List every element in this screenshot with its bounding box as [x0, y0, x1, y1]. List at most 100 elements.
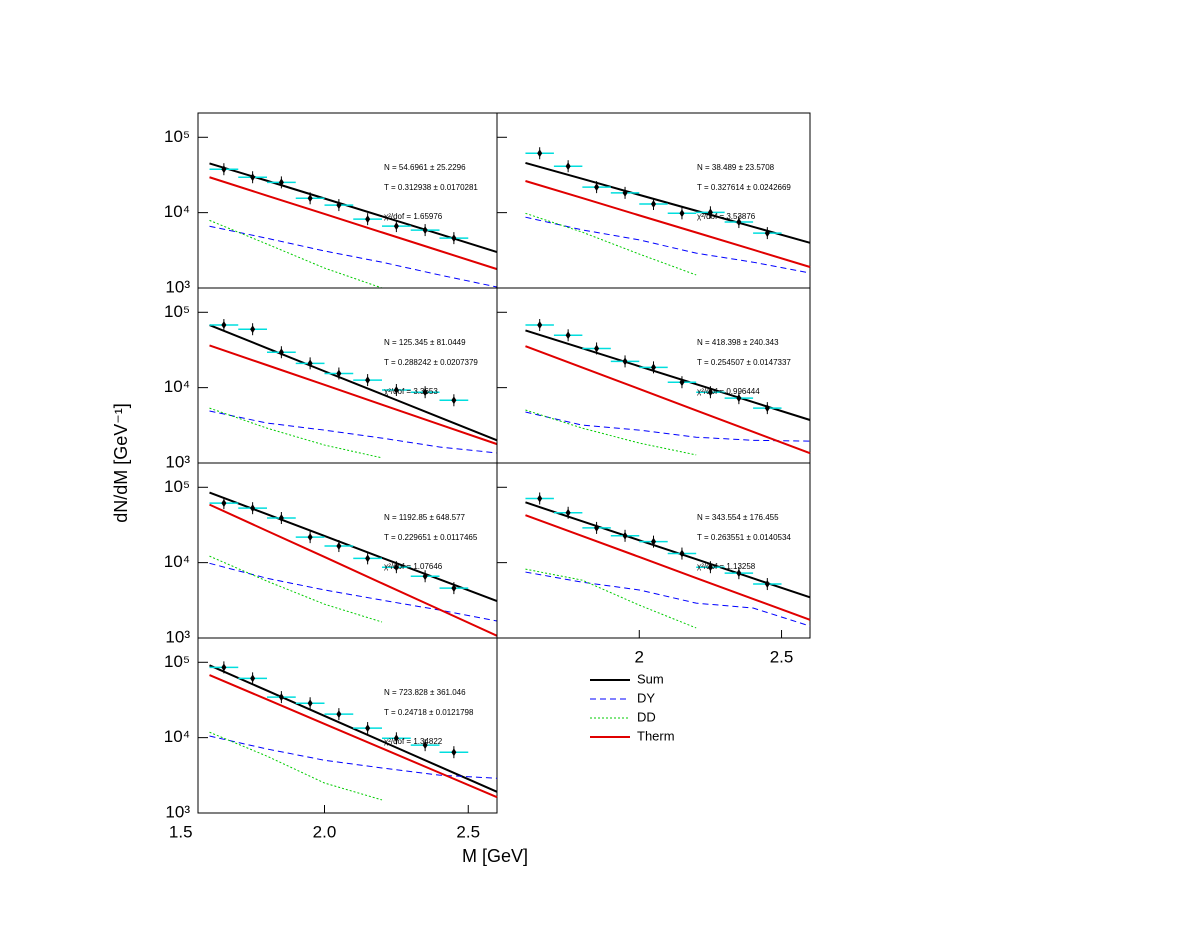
data-point: [250, 325, 256, 334]
data-point: [278, 693, 284, 702]
y-tick-label: 10³: [165, 452, 190, 471]
data-point: [451, 584, 457, 593]
data-point: [250, 504, 256, 513]
fit-n: N = 38.489 ± 23.5708: [697, 163, 775, 172]
y-tick-label: 10⁵: [164, 302, 190, 321]
data-point: [422, 226, 428, 235]
data-point: [221, 663, 227, 672]
fit-n: N = 343.554 ± 176.455: [697, 513, 779, 522]
curve-therm: [209, 503, 498, 637]
y-tick-label: 10⁵: [164, 652, 190, 671]
curve-therm: [525, 180, 811, 268]
data-point: [622, 188, 628, 197]
data-point: [736, 569, 742, 578]
data-point: [221, 165, 227, 174]
fit-t: T = 0.254507 ± 0.0147337: [697, 358, 791, 367]
data-point: [594, 344, 600, 353]
data-point: [537, 321, 543, 330]
curve-therm: [209, 344, 498, 446]
curve-dy: [525, 411, 811, 442]
fit-n: N = 418.398 ± 240.343: [697, 338, 779, 347]
data-point: [707, 388, 713, 397]
legend-label: DY: [637, 690, 655, 705]
fit-chi2: χ²/dof = 1.07646: [384, 562, 443, 571]
x-tick-label: 2.5: [770, 647, 794, 666]
legend-label: Sum: [637, 671, 664, 686]
fit-t: T = 0.24718 ± 0.0121798: [384, 708, 474, 717]
data-point: [736, 394, 742, 403]
curve-therm: [525, 514, 811, 621]
fit-chi2: χ²/dof = 3.53876: [697, 212, 756, 221]
data-point: [336, 369, 342, 378]
curve-dd: [525, 409, 697, 456]
fit-n: N = 723.828 ± 361.046: [384, 688, 466, 697]
curve-sum: [525, 161, 811, 244]
fit-chi2: χ²/dof = 0.996444: [697, 387, 760, 396]
panel-frame: [197, 637, 498, 814]
data-point: [278, 178, 284, 187]
data-point: [307, 359, 313, 368]
data-point: [651, 537, 656, 546]
curve-therm: [209, 176, 498, 271]
data-point: [764, 229, 770, 238]
data-point: [336, 201, 342, 210]
data-point: [764, 580, 770, 589]
data-point: [393, 386, 399, 395]
curve-sum: [209, 491, 498, 603]
x-tick-label: 2: [635, 647, 644, 666]
y-tick-label: 10³: [165, 627, 190, 646]
data-point: [336, 542, 342, 551]
fit-chi2: χ²/dof = 1.13258: [697, 562, 756, 571]
legend-label: Therm: [637, 728, 675, 743]
data-point: [764, 404, 770, 413]
data-point: [651, 200, 656, 209]
data-point: [679, 209, 685, 218]
data-point: [594, 523, 600, 532]
y-tick-label: 10⁵: [164, 127, 190, 146]
data-point: [622, 357, 628, 366]
data-point: [393, 734, 399, 743]
data-point: [393, 563, 399, 572]
curve-dd: [525, 568, 697, 629]
data-point: [565, 162, 571, 171]
x-axis-title: M [GeV]: [462, 846, 528, 866]
data-point: [365, 215, 371, 224]
y-tick-label: 10⁴: [164, 727, 190, 746]
curve-sum: [209, 324, 498, 442]
data-point: [278, 348, 284, 357]
data-point: [679, 378, 685, 387]
y-tick-label: 10⁴: [164, 552, 190, 571]
curve-dy: [209, 225, 498, 288]
data-point: [537, 149, 543, 158]
x-tick-label: 1.5: [169, 822, 193, 841]
data-point: [451, 234, 457, 243]
y-tick-label: 10⁴: [164, 202, 190, 221]
y-tick-label: 10⁴: [164, 377, 190, 396]
curve-dy: [209, 562, 498, 622]
data-point: [565, 508, 571, 517]
y-tick-label: 10³: [165, 802, 190, 821]
curve-dy: [209, 735, 498, 779]
data-point: [221, 321, 227, 330]
fit-t: T = 0.312938 ± 0.0170281: [384, 183, 478, 192]
data-point: [736, 218, 742, 227]
data-point: [221, 499, 227, 508]
curve-dd: [209, 555, 383, 623]
fit-t: T = 0.288242 ± 0.0207379: [384, 358, 478, 367]
legend-label: DD: [637, 709, 656, 724]
fit-chi2: χ²/dof = 1.34822: [384, 737, 443, 746]
data-point: [393, 222, 399, 231]
curve-dd: [525, 212, 697, 276]
data-point: [451, 748, 457, 757]
fit-t: T = 0.327614 ± 0.0242669: [697, 183, 791, 192]
data-point: [307, 533, 313, 542]
data-point: [537, 494, 543, 503]
curve-sum: [525, 501, 811, 599]
data-point: [594, 183, 600, 192]
curve-therm: [525, 345, 811, 455]
panel-frame: [496, 462, 811, 639]
data-point: [365, 724, 371, 733]
fit-n: N = 54.6961 ± 25.2296: [384, 163, 466, 172]
curve-dy: [209, 410, 498, 454]
